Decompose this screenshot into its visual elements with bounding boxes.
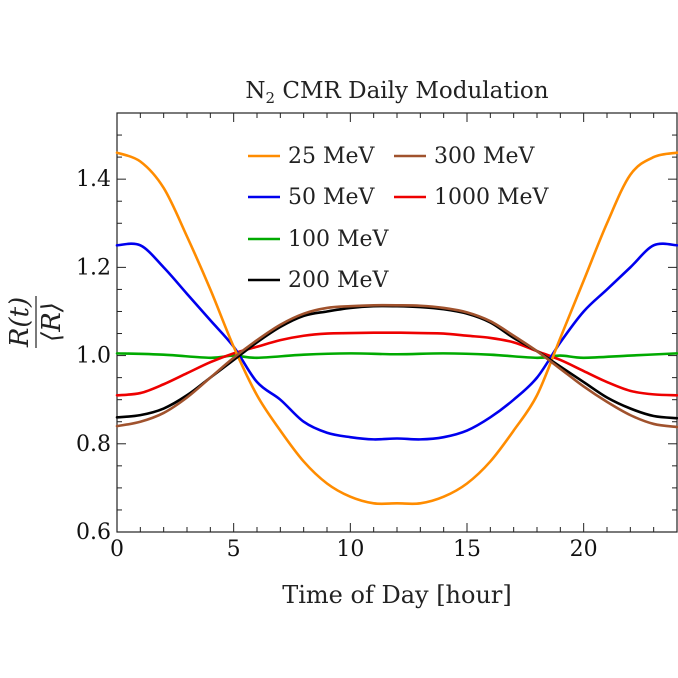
legend-label-25-mev: 25 MeV — [288, 144, 376, 169]
chart-title: N2 CMR Daily Modulation — [245, 78, 548, 107]
legend-label-1000-mev: 1000 MeV — [434, 185, 550, 210]
x-axis-label: Time of Day [hour] — [282, 581, 512, 609]
x-tick-label: 0 — [110, 537, 124, 562]
series-line-300-mev — [115, 303, 678, 429]
series-line-200-mev — [115, 304, 678, 420]
legend-label-50-mev: 50 MeV — [288, 185, 376, 210]
series-line-1000-mev — [115, 331, 678, 397]
y-axis-label-numerator: R(t) — [5, 297, 35, 348]
y-axis-label-denominator: ⟨R⟩ — [37, 302, 67, 342]
series-lines — [115, 151, 678, 506]
series-line-100-mev — [115, 352, 678, 360]
y-tick-label: 1.2 — [76, 255, 111, 280]
legend-label-300-mev: 300 MeV — [434, 144, 536, 169]
legend-label-200-mev: 200 MeV — [288, 268, 390, 293]
y-axis-label: R(t) ⟨R⟩ — [5, 296, 67, 348]
x-tick-label: 5 — [227, 537, 241, 562]
y-tick-labels: 0.6 0.8 1.0 1.2 1.4 — [76, 167, 111, 545]
x-tick-label: 10 — [336, 537, 364, 562]
x-tick-label: 15 — [453, 537, 481, 562]
legend: 25 MeV 300 MeV 50 MeV 1000 MeV 100 MeV 200 Me… — [248, 144, 550, 293]
plot-frame — [116, 112, 678, 533]
y-tick-label: 0.6 — [76, 520, 111, 545]
y-tick-label: 1.4 — [76, 167, 111, 192]
y-tick-label: 1.0 — [76, 344, 111, 369]
x-tick-label: 20 — [570, 537, 598, 562]
legend-label-100-mev: 100 MeV — [288, 227, 390, 252]
chart-title-subscript: 2 — [266, 89, 276, 107]
x-tick-labels: 0 5 10 15 20 — [110, 537, 598, 562]
chart-title-suffix: CMR Daily Modulation — [275, 78, 549, 104]
y-tick-label: 0.8 — [76, 432, 111, 457]
series-line-25-mev — [115, 151, 678, 506]
series-line-50-mev — [115, 242, 678, 441]
axis-ticks — [116, 112, 678, 533]
